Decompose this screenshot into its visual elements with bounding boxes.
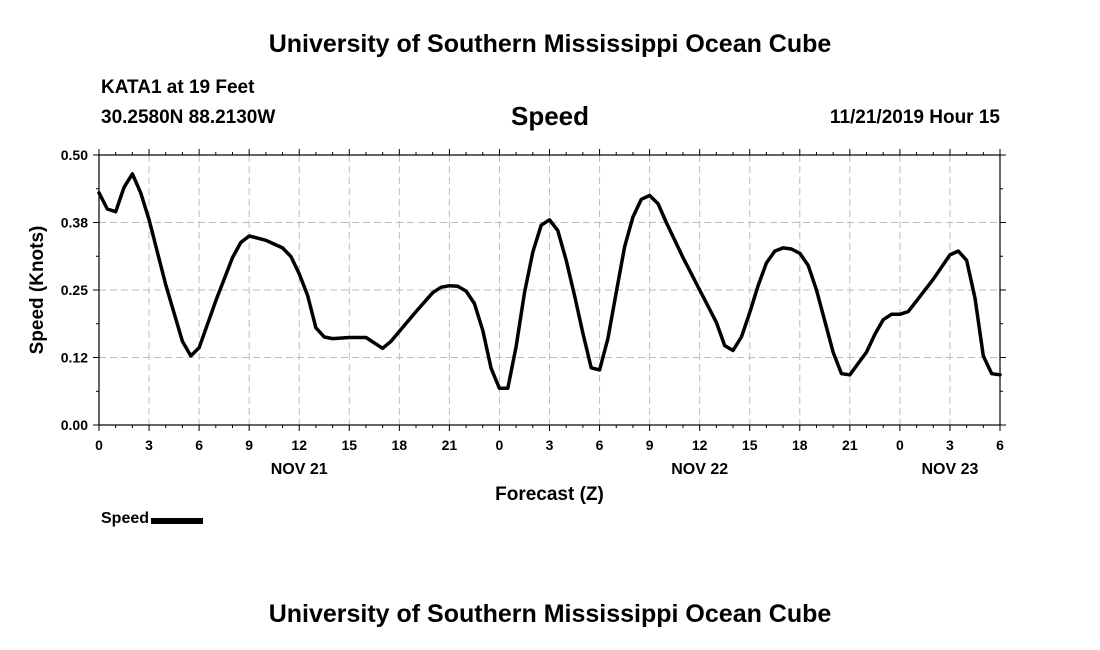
y-axis-label: Speed (Knots) [27, 226, 48, 355]
date-label: NOV 23 [921, 461, 978, 478]
x-tick-label: 3 [546, 437, 554, 453]
x-tick-label: 3 [145, 437, 153, 453]
x-tick-label: 6 [195, 437, 203, 453]
axis-tick-labels: 0.00 0.12 0.25 0.38 0.50 0 3 6 9 12 15 18 21 0 3 6 9 12 15… [61, 147, 1004, 478]
x-tick-label: 21 [442, 437, 458, 453]
y-tick-label: 0.38 [61, 215, 88, 231]
footer-title: University of Southern Mississippi Ocean… [268, 600, 832, 628]
x-tick-label: 0 [896, 437, 904, 453]
x-tick-label: 0 [95, 437, 103, 453]
x-tick-label: 15 [742, 437, 758, 453]
legend-swatch [151, 518, 204, 524]
legend-label: Speed [101, 510, 150, 527]
x-axis-label: Forecast (Z) [495, 484, 604, 505]
x-tick-label: 12 [291, 437, 307, 453]
x-tick-label: 9 [646, 437, 654, 453]
x-tick-label: 18 [792, 437, 808, 453]
station-name: KATA1 at 19 Feet [101, 77, 255, 98]
y-tick-label: 0.25 [61, 282, 88, 298]
header-title: University of Southern Mississippi Ocean… [268, 30, 832, 58]
date-label: NOV 22 [671, 461, 728, 478]
axis-ticks [93, 149, 1006, 431]
y-tick-label: 0.50 [61, 147, 88, 163]
x-tick-label: 3 [946, 437, 954, 453]
chart-title: Speed [510, 101, 590, 131]
forecast-datetime: 11/21/2019 Hour 15 [829, 107, 1000, 128]
x-tick-label: 21 [842, 437, 858, 453]
y-tick-label: 0.12 [61, 350, 88, 366]
x-tick-label: 6 [996, 437, 1004, 453]
x-tick-label: 0 [496, 437, 504, 453]
x-tick-label: 15 [341, 437, 357, 453]
x-tick-label: 12 [692, 437, 708, 453]
station-coordinates: 30.2580N 88.2130W [101, 107, 276, 128]
x-tick-label: 9 [245, 437, 253, 453]
x-tick-label: 6 [596, 437, 604, 453]
series-layer [97, 172, 1002, 391]
date-label: NOV 21 [271, 461, 328, 478]
grid-lines [99, 155, 1000, 425]
legend: Speed [101, 510, 204, 528]
speed-series-line [97, 172, 1002, 391]
x-tick-label: 18 [392, 437, 408, 453]
y-tick-label: 0.00 [61, 417, 88, 433]
